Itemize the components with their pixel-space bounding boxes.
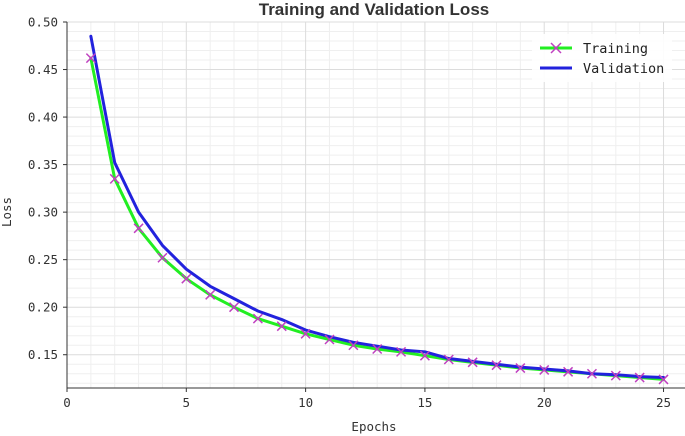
legend-validation-label: Validation [583,61,664,77]
training-point-marker [133,223,144,234]
legend: Training Validation [532,34,672,82]
x-tick-label: 5 [183,395,191,410]
training-point-marker [658,374,669,385]
y-tick-label: 0.45 [28,62,58,77]
legend-training-marker-icon [550,42,562,54]
training-point-marker [372,343,383,355]
training-point-marker [491,360,502,371]
x-tick-label: 25 [656,395,671,410]
training-point-marker [515,363,526,374]
training-point-marker [324,334,335,345]
y-tick-label: 0.50 [28,15,58,30]
training-point-marker [276,321,287,332]
x-tick-label: 20 [537,395,552,410]
x-tick-label: 10 [298,395,313,410]
training-point-marker [467,357,478,368]
x-tick-label: 15 [417,395,432,410]
legend-box [532,34,672,82]
y-tick-label: 0.15 [28,347,58,362]
training-point-marker [586,368,597,379]
y-tick-label: 0.25 [28,252,58,267]
x-axis-label: Epochs [351,419,396,434]
training-point-marker [228,302,240,313]
axes [66,22,685,389]
training-point-marker [443,354,454,365]
y-tick-label: 0.35 [28,157,58,172]
training-point-marker [419,350,430,361]
training-point-marker [181,273,192,284]
training-point-marker [205,289,216,300]
chart-title: Training and Validation Loss [259,0,489,19]
training-point-marker [109,173,120,184]
training-point-marker [85,53,96,64]
x-tick-label: 0 [63,395,71,410]
y-tick-label: 0.20 [28,300,58,315]
training-point-marker [634,372,645,383]
legend-training-label: Training [583,41,648,57]
y-axis-label: Loss [0,197,14,227]
training-point-marker [157,252,168,263]
training-point-marker [348,340,359,351]
series [85,34,669,385]
y-tick-label: 0.40 [28,110,58,125]
training-point-marker [252,313,263,324]
tick-labels: 0 5 10 15 20 25 0.15 0.20 0.25 0.30 0.35 0.40 0.45 0.… [28,15,671,411]
training-point-marker [539,364,550,375]
y-tick-label: 0.30 [28,205,58,220]
training-point-marker [563,366,574,377]
training-point-marker [396,346,407,357]
training-point-marker [610,370,621,381]
training-point-marker [300,328,311,339]
